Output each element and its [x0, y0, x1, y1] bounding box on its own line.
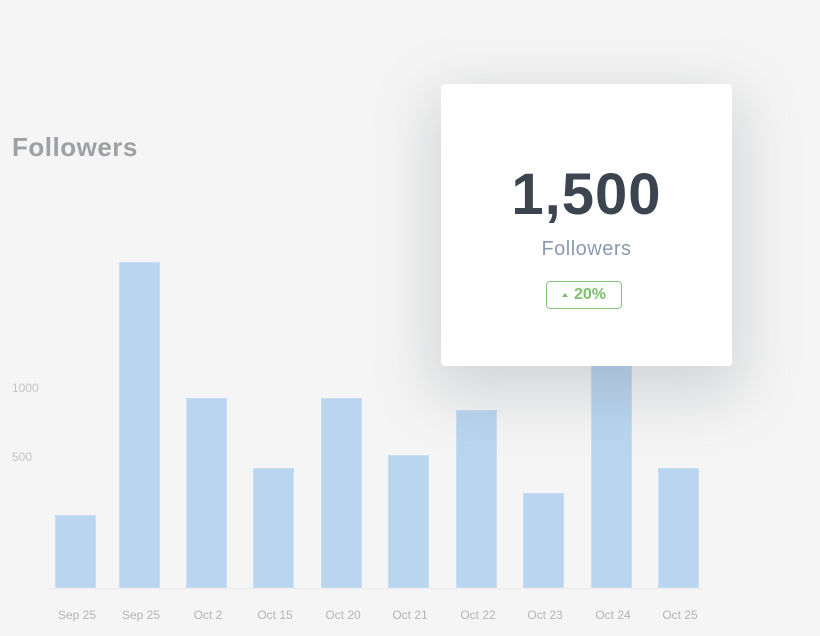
x-tick-label: Oct 25	[662, 608, 698, 622]
x-axis-baseline	[50, 588, 702, 589]
bar[interactable]	[456, 410, 497, 588]
change-value: 20%	[573, 286, 607, 303]
x-tick-label: Oct 23	[527, 608, 563, 622]
bar[interactable]	[119, 262, 160, 588]
x-tick-label: Oct 21	[392, 608, 428, 622]
bar[interactable]	[186, 398, 227, 588]
chart-title: Followers	[12, 132, 138, 162]
x-tick-label: Sep 25	[121, 608, 161, 622]
bar[interactable]	[523, 493, 564, 588]
triangle-up-icon	[561, 292, 568, 297]
stat-label: Followers	[541, 238, 632, 260]
change-badge: 20%	[546, 281, 622, 309]
bar[interactable]	[591, 345, 632, 588]
stat-card: 1,500 Followers 20%	[441, 84, 732, 366]
x-tick-label: Oct 20	[325, 608, 361, 622]
x-tick-label: Oct 2	[193, 608, 223, 622]
bar[interactable]	[55, 515, 96, 588]
x-tick-label: Oct 15	[257, 608, 293, 622]
stat-value: 1,500	[511, 162, 662, 227]
bar[interactable]	[658, 468, 699, 588]
x-tick-label: Oct 24	[595, 608, 631, 622]
bar[interactable]	[388, 455, 429, 588]
y-tick-1000: 1000	[12, 381, 39, 395]
x-tick-label: Oct 22	[460, 608, 496, 622]
x-tick-label: Sep 25	[57, 608, 97, 622]
y-tick-500: 500	[12, 450, 33, 464]
bar[interactable]	[253, 468, 294, 588]
bar[interactable]	[321, 398, 362, 588]
